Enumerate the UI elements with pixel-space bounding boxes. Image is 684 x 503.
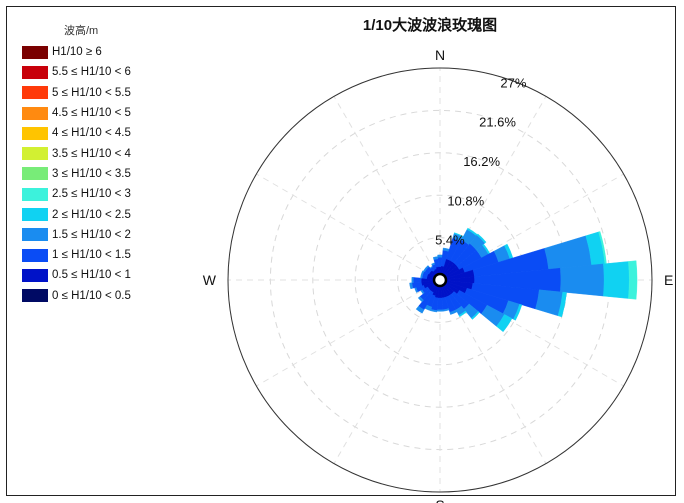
rose-sector-segment <box>449 309 458 315</box>
chart-title: 1/10大波波浪玫瑰图 <box>362 17 498 34</box>
radial-tick-label: 16.2% <box>463 154 500 169</box>
radial-tick-label: 27% <box>500 75 526 90</box>
rose-sector-segment <box>603 261 630 299</box>
legend-label: 4 ≤ H1/10 < 4.5 <box>52 127 131 140</box>
rose-sector-segment <box>471 311 480 320</box>
rose-sector-segment <box>437 254 443 258</box>
radial-tick-label: 5.4% <box>435 233 465 248</box>
legend-label: 2.5 ≤ H1/10 < 3 <box>52 188 131 201</box>
legend-item: 1 ≤ H1/10 < 1.5 <box>22 245 222 265</box>
legend-item: 3.5 ≤ H1/10 < 4 <box>22 143 222 163</box>
polar-labels: 5.4% 10.8% 16.2% 21.6% 27% N E S W <box>203 47 674 503</box>
grid-spoke <box>333 96 441 281</box>
legend-swatch <box>22 268 48 282</box>
legend-swatch <box>22 106 48 120</box>
rose-sector-segment <box>458 310 467 317</box>
rose-sector-segment <box>628 260 638 300</box>
legend-label: 0 ≤ H1/10 < 0.5 <box>52 289 131 302</box>
legend-item: 4 ≤ H1/10 < 4.5 <box>22 123 222 143</box>
legend-swatch <box>22 208 48 222</box>
legend-label: 5.5 ≤ H1/10 < 6 <box>52 66 131 79</box>
rose-sector-segment <box>432 256 439 260</box>
legend-label: 1.5 ≤ H1/10 < 2 <box>52 228 131 241</box>
direction-label: W <box>203 272 217 288</box>
radial-tick-label: 10.8% <box>447 193 484 208</box>
legend-swatch <box>22 45 48 59</box>
legend-swatch <box>22 228 48 242</box>
legend-item: 5.5 ≤ H1/10 < 6 <box>22 62 222 82</box>
legend-swatch <box>22 187 48 201</box>
legend-swatch <box>22 86 48 100</box>
legend-item: H1/10 ≥ 6 <box>22 42 222 62</box>
legend-label: 3 ≤ H1/10 < 3.5 <box>52 167 131 180</box>
rose-sector-segment <box>496 314 513 333</box>
legend-label: H1/10 ≥ 6 <box>52 46 102 59</box>
direction-label: N <box>435 47 445 63</box>
legend-item: 4.5 ≤ H1/10 < 5 <box>22 103 222 123</box>
center-hub <box>432 272 448 288</box>
rose-sector-segment <box>425 265 430 270</box>
legend-label: 2 ≤ H1/10 < 2.5 <box>52 208 131 221</box>
direction-label: S <box>435 497 444 503</box>
legend-swatch <box>22 248 48 262</box>
legend-swatch <box>22 65 48 79</box>
legend-label: 5 ≤ H1/10 < 5.5 <box>52 86 131 99</box>
direction-label: E <box>664 272 673 288</box>
legend-swatch <box>22 167 48 181</box>
rose-sector-segment <box>560 263 605 297</box>
grid-spoke <box>256 173 441 281</box>
legend-label: 3.5 ≤ H1/10 < 4 <box>52 147 131 160</box>
radial-tick-label: 21.6% <box>479 115 516 130</box>
rose-sector-segment <box>513 303 523 321</box>
rose-sector-segment <box>411 277 414 283</box>
legend-item: 5 ≤ H1/10 < 5.5 <box>22 83 222 103</box>
rose-sectors <box>409 227 638 333</box>
rose-sector-segment <box>417 296 424 303</box>
rose-sector-segment <box>415 305 425 314</box>
legend-swatch <box>22 147 48 161</box>
legend-item: 0.5 ≤ H1/10 < 1 <box>22 265 222 285</box>
rose-sector-segment <box>544 235 592 270</box>
legend-item: 2.5 ≤ H1/10 < 3 <box>22 184 222 204</box>
legend-title: 波高/m <box>64 25 99 37</box>
legend-items: H1/10 ≥ 6 5.5 ≤ H1/10 < 6 5 ≤ H1/10 < 5.5 4… <box>22 42 222 306</box>
rose-sector-segment <box>476 233 487 244</box>
legend-item: 3 ≤ H1/10 < 3.5 <box>22 164 222 184</box>
rose-sector-segment <box>436 309 444 312</box>
legend-label: 1 ≤ H1/10 < 1.5 <box>52 249 131 262</box>
legend: 波高/m H1/10 ≥ 6 5.5 ≤ H1/10 < 6 5 ≤ H1/10 <… <box>22 22 222 306</box>
legend-swatch <box>22 126 48 140</box>
rose-sector-segment <box>557 291 567 318</box>
legend-item: 1.5 ≤ H1/10 < 2 <box>22 225 222 245</box>
rose-sector-segment <box>535 289 563 317</box>
outer-ring <box>227 67 653 493</box>
legend-label: 0.5 ≤ H1/10 < 1 <box>52 269 131 282</box>
legend-label: 4.5 ≤ H1/10 < 5 <box>52 107 131 120</box>
legend-swatch <box>22 289 48 303</box>
legend-item: 0 ≤ H1/10 < 0.5 <box>22 286 222 306</box>
grid-spoke <box>256 279 441 387</box>
legend-item: 2 ≤ H1/10 < 2.5 <box>22 204 222 224</box>
rose-sector-segment <box>413 277 422 283</box>
